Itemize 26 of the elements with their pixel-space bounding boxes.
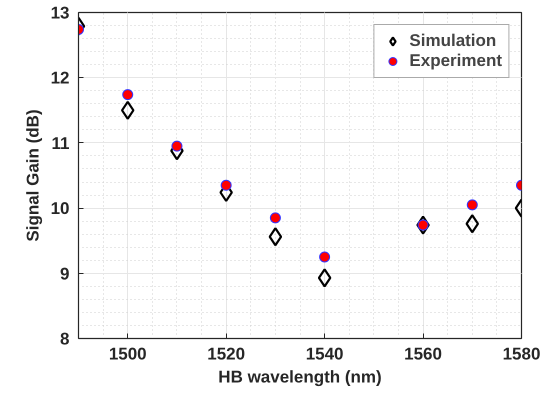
point — [466, 199, 478, 210]
y-tick-label: 8 — [60, 330, 70, 348]
y-tick-label: 13 — [50, 4, 70, 22]
legend-label: Simulation — [409, 31, 496, 51]
point — [466, 214, 480, 234]
point — [171, 140, 182, 152]
y-tick-label: 9 — [60, 264, 70, 284]
point — [319, 252, 330, 262]
legend-label: Experiment — [409, 51, 502, 71]
point — [268, 227, 282, 246]
x-tick-label: 1520 — [207, 344, 246, 364]
x-tick-label: 1500 — [108, 344, 147, 364]
point — [318, 268, 332, 288]
x-tick-label: 1580 — [502, 344, 540, 364]
x-tick-label: 1560 — [404, 344, 442, 364]
y-axis-title: Signal Gain (dB) — [24, 109, 43, 242]
y-tick-label: 10 — [50, 199, 70, 218]
point — [120, 100, 134, 120]
x-tick-label: 1540 — [306, 344, 344, 364]
y-tick-label: 12 — [50, 68, 70, 88]
x-axis-title: HB wavelength (nm) — [218, 368, 382, 386]
point — [270, 212, 281, 224]
y-tick-label: 11 — [52, 134, 70, 153]
point — [220, 180, 232, 191]
point — [122, 89, 134, 100]
point — [416, 215, 430, 235]
